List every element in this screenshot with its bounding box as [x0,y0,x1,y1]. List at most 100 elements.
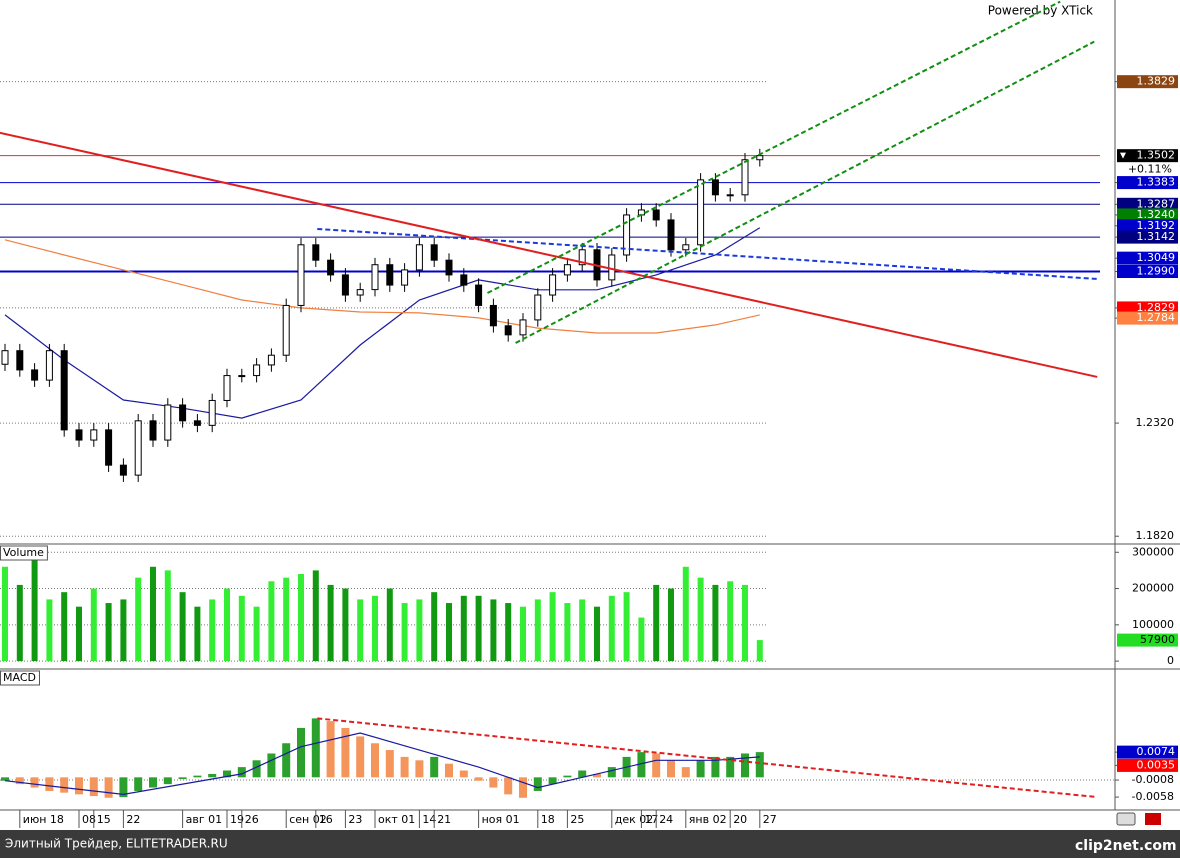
footer-bar [0,830,1180,858]
footer-text: Элитный Трейдер, ELITETRADER.RU [5,837,228,851]
macd-bar [726,756,735,778]
x-tick-label: дек 02 [615,813,654,826]
candle-body [563,264,571,276]
volume-bar [653,584,660,662]
volume-bar [372,595,378,662]
volume-bar [712,584,719,662]
candle-body [519,319,527,336]
volume-bar [342,588,349,662]
volume-bar [179,592,186,662]
volume-bar [357,599,364,662]
y-tick-label: 0.0074 [1137,745,1176,758]
candle-body [504,325,512,336]
icon[interactable] [1145,813,1161,825]
y-tick-label: 1.2829 [1137,301,1176,314]
candle-body [208,399,216,426]
macd-bar [741,753,749,778]
macd-bar [75,777,83,795]
macd-bar [548,777,557,785]
panel-title: MACD [3,671,36,684]
volume-bar [608,595,615,662]
y-tick-label: 1.2320 [1136,416,1175,429]
candle-body [534,294,542,321]
candle-body [179,404,187,422]
candle-body [549,274,557,296]
candle-body [475,284,483,306]
x-tick-label: 27 [763,813,777,826]
candle-body [327,259,335,276]
y-tick-label: 1.3049 [1137,251,1176,264]
volume-bar [594,606,600,662]
tick-label-box [1117,176,1178,190]
x-tick-label: 08 [82,813,96,826]
macd-bar [371,743,379,778]
macd-bar [607,767,616,778]
macd-bar [400,756,409,778]
footer: Элитный Трейдер, ELITETRADER.RU clip2net… [0,812,1180,858]
candle-body [356,289,364,296]
x-tick-label: 23 [348,813,362,826]
x-tick-label: 25 [570,813,584,826]
tick-label-box [1117,758,1178,772]
candle-body [430,244,438,261]
macd-bar [711,756,720,778]
volume-bar [2,566,8,662]
last-value-label: 57900 [1140,633,1175,646]
macd-bar [489,777,498,788]
volume-bar [460,595,467,662]
candle-body [282,304,290,356]
candle-body [682,244,690,251]
x-tick-label: окт 01 [378,813,415,826]
candle-body [75,429,83,441]
macd-bar [415,760,424,778]
candle-body [741,159,749,196]
y-tick-label: 1.3383 [1137,176,1176,189]
macd-bar [326,721,335,778]
macd-bar [1,777,9,781]
x-tick-label: 22 [126,813,140,826]
macd-bar [104,777,113,798]
trend-line [317,717,1098,799]
macd-bar [163,777,172,785]
x-tick-label: 16 [319,813,333,826]
macd-bar [519,777,527,798]
volume-bar [298,574,304,662]
y-tick-label: 200000 [1132,582,1174,595]
x-tick-label: авг 01 [186,813,223,826]
volume-bar [682,566,689,662]
macd-bar [267,753,276,778]
icon[interactable] [1116,812,1136,826]
macd-bar [445,763,453,778]
candle-body [756,155,764,161]
candle-body [608,254,616,281]
y-tick-label: 0 [1167,654,1174,667]
candle-body [253,364,261,377]
candle-body [726,194,734,197]
y-tick-label: 1.3240 [1137,208,1176,221]
x-tick-label: 21 [437,813,451,826]
macd-bar [208,773,217,778]
x-tick-label: 20 [733,813,747,826]
y-tick-label: 1.3192 [1137,219,1176,232]
candle-body [119,464,127,476]
candle-body [31,369,39,381]
candle-body [623,214,631,256]
x-tick-label: 15 [97,813,111,826]
macd-bar [178,777,187,780]
logo: clip2net.com [1075,838,1177,854]
volume-bar [697,577,704,662]
macd-bar [637,752,646,778]
candle-body [105,429,113,466]
panel-title-box [0,545,48,561]
volume-bar [623,592,630,662]
macd-bar [504,777,513,795]
y-tick-label: 1.1820 [1136,529,1175,542]
y-tick-label: 300000 [1132,545,1174,558]
moving-average [4,239,760,334]
macd-bar [45,777,54,791]
tick-label-box [1117,311,1178,325]
volume-bar [756,640,763,662]
candle-body [460,274,468,286]
